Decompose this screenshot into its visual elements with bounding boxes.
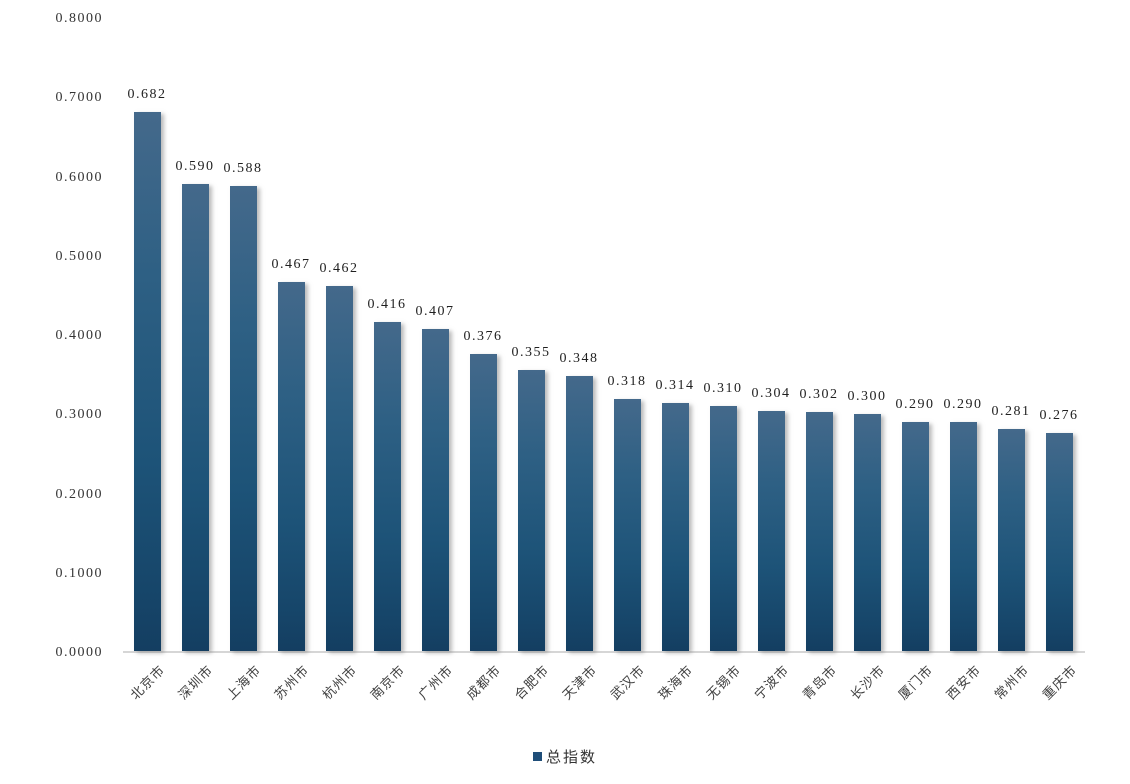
y-axis-tick-label: 0.1000: [55, 566, 103, 581]
y-axis-tick-label: 0.6000: [55, 170, 103, 185]
bar-常州市: [997, 429, 1025, 651]
data-label: 0.318: [607, 374, 647, 389]
y-axis-tick-label: 0.4000: [55, 328, 103, 343]
data-label: 0.355: [511, 345, 551, 360]
bar-厦门市: [901, 422, 929, 651]
data-label: 0.416: [367, 297, 407, 312]
bar-珠海市: [661, 403, 689, 651]
bar-杭州市: [325, 286, 353, 651]
bar-武汉市: [613, 399, 641, 651]
x-axis-label-广州市: 广州市: [415, 662, 456, 703]
x-axis-label-南京市: 南京市: [367, 662, 408, 703]
data-label: 0.467: [271, 257, 311, 272]
x-axis-label-西安市: 西安市: [943, 662, 984, 703]
x-axis-label-长沙市: 长沙市: [847, 662, 888, 703]
data-label: 0.376: [463, 329, 503, 344]
x-axis-label-厦门市: 厦门市: [895, 662, 936, 703]
data-label: 0.310: [703, 381, 743, 396]
x-axis-label-北京市: 北京市: [127, 662, 168, 703]
data-label: 0.590: [175, 159, 215, 174]
legend-label: 总指数: [545, 750, 597, 766]
bar-长沙市: [853, 414, 881, 651]
x-axis-label-常州市: 常州市: [991, 662, 1032, 703]
bar-成都市: [469, 354, 497, 651]
y-axis-tick-label: 0.3000: [55, 407, 103, 422]
data-label: 0.588: [223, 161, 263, 176]
bar-上海市: [229, 186, 257, 651]
data-label: 0.462: [319, 261, 359, 276]
bar-广州市: [421, 329, 449, 651]
data-label: 0.281: [991, 404, 1031, 419]
legend: 总指数: [0, 746, 1130, 767]
bar-无锡市: [709, 406, 737, 651]
x-axis-label-珠海市: 珠海市: [655, 662, 696, 703]
x-axis-label-上海市: 上海市: [223, 662, 264, 703]
bar-宁波市: [757, 411, 785, 651]
x-axis-label-合肥市: 合肥市: [511, 662, 552, 703]
legend-marker-icon: [532, 752, 542, 761]
x-axis-label-宁波市: 宁波市: [751, 662, 792, 703]
data-label: 0.314: [655, 378, 695, 393]
y-axis-tick-label: 0.5000: [55, 249, 103, 264]
y-axis-tick-label: 0.2000: [55, 487, 103, 502]
bar-西安市: [949, 422, 977, 651]
bar-北京市: [133, 112, 161, 651]
data-label: 0.290: [943, 397, 983, 412]
x-axis-label-青岛市: 青岛市: [799, 662, 840, 703]
data-label: 0.300: [847, 389, 887, 404]
x-axis-label-天津市: 天津市: [559, 662, 600, 703]
x-axis-label-成都市: 成都市: [463, 662, 504, 703]
data-label: 0.290: [895, 397, 935, 412]
data-label: 0.682: [127, 87, 167, 102]
bar-重庆市: [1045, 433, 1073, 651]
bar-南京市: [373, 322, 401, 651]
x-axis-label-重庆市: 重庆市: [1039, 662, 1080, 703]
x-axis-label-杭州市: 杭州市: [319, 662, 360, 703]
data-label: 0.407: [415, 304, 455, 319]
data-label: 0.304: [751, 386, 791, 401]
x-axis-line: [123, 651, 1085, 653]
x-axis-label-苏州市: 苏州市: [271, 662, 312, 703]
bar-合肥市: [517, 370, 545, 651]
bar-深圳市: [181, 184, 209, 651]
y-axis-tick-label: 0.7000: [55, 90, 103, 105]
x-axis-label-深圳市: 深圳市: [175, 662, 216, 703]
bar-青岛市: [805, 412, 833, 651]
y-axis-tick-label: 0.8000: [55, 11, 103, 26]
bar-苏州市: [277, 282, 305, 651]
data-label: 0.348: [559, 351, 599, 366]
y-axis-tick-label: 0.0000: [55, 645, 103, 660]
x-axis-label-武汉市: 武汉市: [607, 662, 648, 703]
data-label: 0.276: [1039, 408, 1079, 423]
bar-天津市: [565, 376, 593, 651]
x-axis-label-无锡市: 无锡市: [703, 662, 744, 703]
data-label: 0.302: [799, 387, 839, 402]
